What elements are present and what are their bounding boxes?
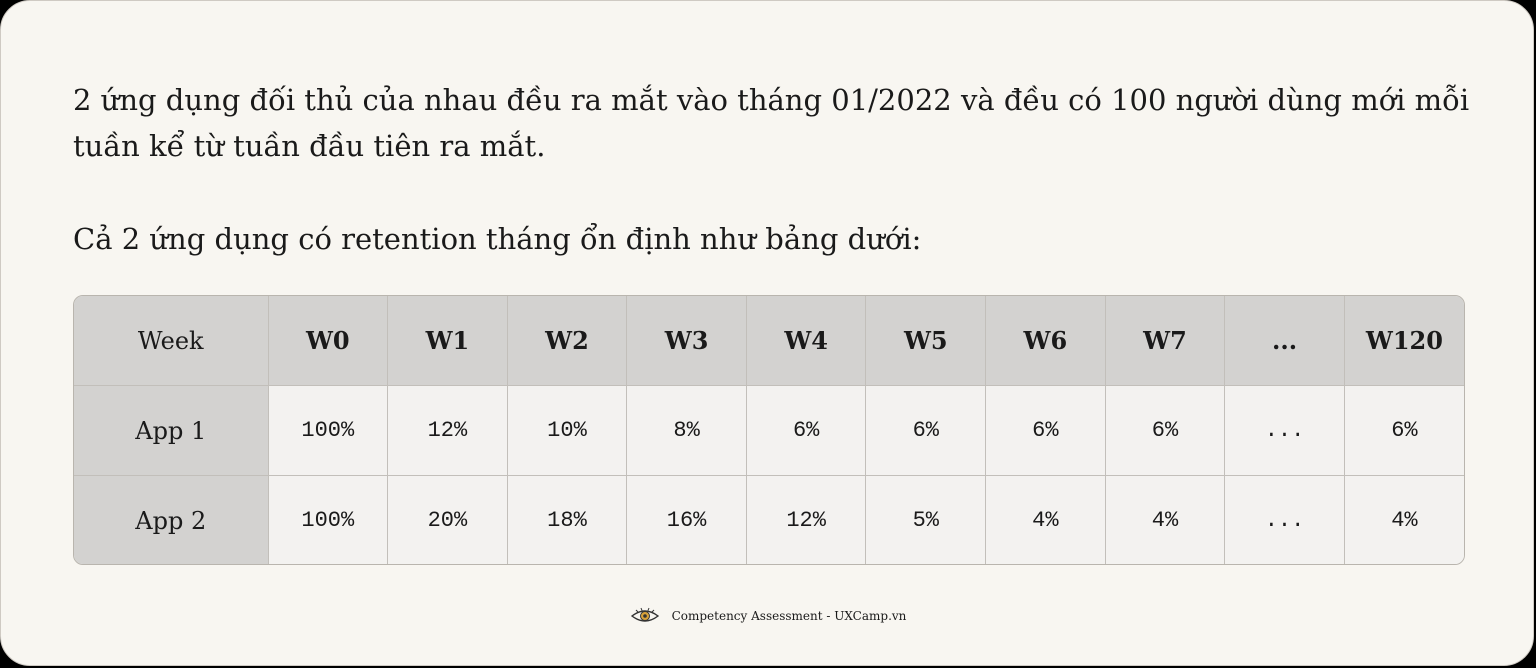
row-label: App 2 xyxy=(74,475,269,564)
header-cell: W5 xyxy=(865,296,987,386)
table-cell: 100% xyxy=(268,475,389,564)
table-row: App 1 100% 12% 10% 8% 6% 6% 6% 6% ... 6% xyxy=(74,385,1464,476)
table-cell: 10% xyxy=(507,385,628,476)
table-cell: 16% xyxy=(626,475,747,564)
header-cell: W120 xyxy=(1344,296,1464,386)
table-cell: 4% xyxy=(1105,475,1226,564)
header-cell: W6 xyxy=(985,296,1106,386)
table-cell: ... xyxy=(1224,475,1345,564)
table-cell: 6% xyxy=(1344,385,1464,476)
footer: Competency Assessment - UXCamp.vn xyxy=(1,605,1535,627)
table-cell: 12% xyxy=(387,385,508,476)
header-cell: W4 xyxy=(746,296,867,386)
header-cell: ... xyxy=(1224,296,1345,386)
table-row: App 2 100% 20% 18% 16% 12% 5% 4% 4% ... … xyxy=(74,475,1464,564)
table-cell: 18% xyxy=(507,475,628,564)
table-cell: 6% xyxy=(865,385,987,476)
table-cell: 5% xyxy=(865,475,987,564)
table-cell: 4% xyxy=(985,475,1106,564)
retention-intro: Cả 2 ứng dụng có retention tháng ổn định… xyxy=(73,222,922,256)
table-cell: 4% xyxy=(1344,475,1464,564)
table-cell: 6% xyxy=(985,385,1106,476)
row-label: App 1 xyxy=(74,385,269,476)
eye-logo-icon xyxy=(630,607,659,622)
header-cell: W1 xyxy=(387,296,508,386)
header-week: Week xyxy=(74,296,269,386)
table-cell: 20% xyxy=(387,475,508,564)
intro-line-1: 2 ứng dụng đối thủ của nhau đều ra mắt v… xyxy=(73,83,1470,117)
header-cell: W3 xyxy=(626,296,747,386)
header-cell: W0 xyxy=(268,296,389,386)
header-cell: W2 xyxy=(507,296,628,386)
header-cell: W7 xyxy=(1105,296,1226,386)
footer-text: Competency Assessment - UXCamp.vn xyxy=(671,609,907,623)
table-cell: 12% xyxy=(746,475,867,564)
table-header-row: Week W0 W1 W2 W3 W4 W5 W6 W7 ... W120 xyxy=(74,296,1464,386)
table-cell: ... xyxy=(1224,385,1345,476)
intro-line-2: tuần kể từ tuần đầu tiên ra mắt. xyxy=(73,129,546,163)
table-cell: 6% xyxy=(1105,385,1226,476)
retention-table: Week W0 W1 W2 W3 W4 W5 W6 W7 ... W120 Ap… xyxy=(73,295,1465,565)
table-cell: 6% xyxy=(746,385,867,476)
table-cell: 100% xyxy=(268,385,389,476)
table-cell: 8% xyxy=(626,385,747,476)
intro-paragraph: 2 ứng dụng đối thủ của nhau đều ra mắt v… xyxy=(73,77,1473,169)
